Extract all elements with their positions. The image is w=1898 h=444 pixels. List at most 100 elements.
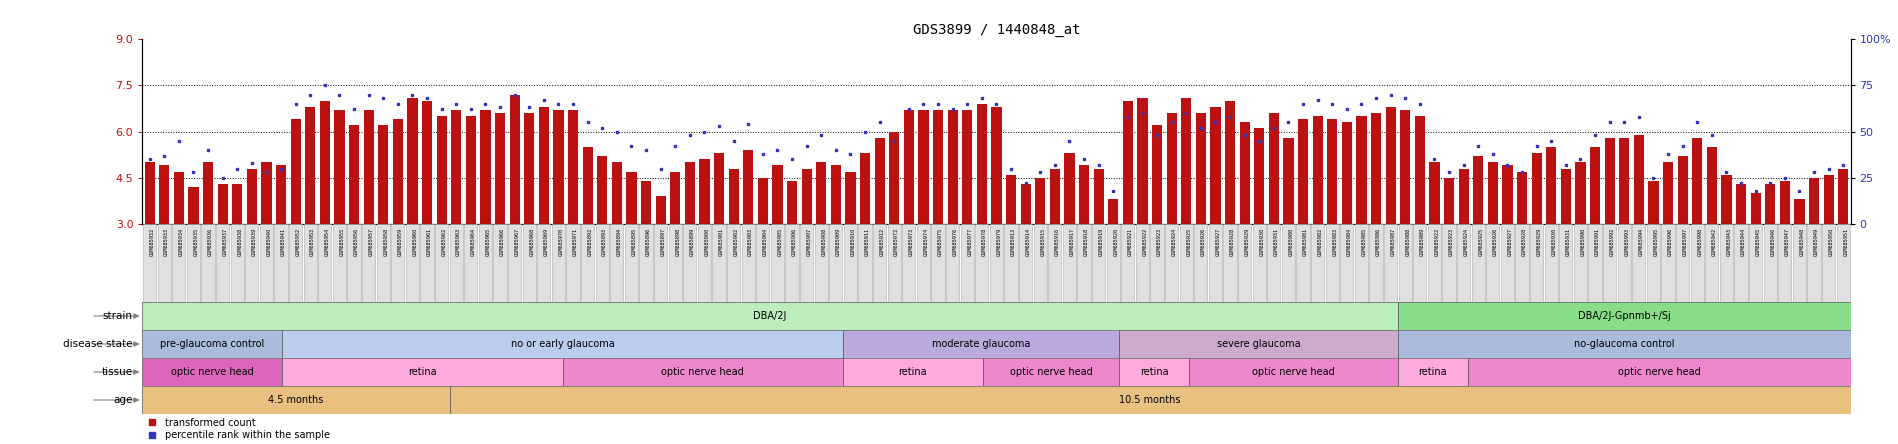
Text: GSM685960: GSM685960 (412, 228, 418, 256)
FancyBboxPatch shape (888, 224, 902, 302)
Bar (611, 163, 623, 224)
FancyBboxPatch shape (142, 358, 283, 386)
FancyBboxPatch shape (1794, 224, 1807, 302)
Bar (903, 110, 915, 224)
Bar (232, 184, 243, 224)
Bar (642, 181, 651, 224)
Bar (465, 116, 476, 224)
Bar (1765, 184, 1775, 224)
FancyBboxPatch shape (1589, 224, 1602, 302)
Text: optic nerve head: optic nerve head (661, 367, 744, 377)
FancyBboxPatch shape (873, 224, 886, 302)
Bar (306, 107, 315, 224)
Text: optic nerve head: optic nerve head (1010, 367, 1093, 377)
FancyBboxPatch shape (1515, 224, 1528, 302)
FancyBboxPatch shape (1704, 224, 1718, 302)
Bar (801, 169, 812, 224)
Bar (1006, 174, 1015, 224)
Text: disease state: disease state (63, 339, 133, 349)
Bar (598, 156, 607, 224)
Text: GSM685904: GSM685904 (763, 228, 769, 256)
Bar (1224, 101, 1236, 224)
FancyBboxPatch shape (562, 358, 843, 386)
Bar (144, 163, 156, 224)
FancyBboxPatch shape (755, 224, 769, 302)
Text: GSM685931: GSM685931 (1274, 228, 1279, 256)
Bar (218, 184, 228, 224)
Text: GSM685922: GSM685922 (1143, 228, 1148, 256)
Text: GSM685913: GSM685913 (1012, 228, 1015, 256)
FancyBboxPatch shape (304, 224, 317, 302)
Bar (1560, 169, 1572, 224)
Text: GSM685897: GSM685897 (661, 228, 666, 256)
Bar (408, 98, 418, 224)
Bar (1108, 199, 1118, 224)
Bar (1370, 113, 1382, 224)
Text: GSM685931: GSM685931 (1566, 228, 1572, 256)
Bar (1693, 138, 1703, 224)
Text: GSM685993: GSM685993 (1625, 228, 1628, 256)
FancyBboxPatch shape (1837, 224, 1851, 302)
FancyBboxPatch shape (932, 224, 945, 302)
FancyBboxPatch shape (1632, 224, 1646, 302)
Text: GSM685924: GSM685924 (1463, 228, 1469, 256)
Text: GSM685984: GSM685984 (1348, 228, 1351, 256)
Text: GSM685973: GSM685973 (909, 228, 913, 256)
Text: GSM685968: GSM685968 (530, 228, 533, 256)
Text: GSM685970: GSM685970 (558, 228, 564, 256)
Text: GSM685939: GSM685939 (252, 228, 256, 256)
Text: retina: retina (408, 367, 437, 377)
FancyBboxPatch shape (260, 224, 273, 302)
FancyBboxPatch shape (1735, 224, 1748, 302)
FancyBboxPatch shape (611, 224, 623, 302)
FancyBboxPatch shape (1355, 224, 1368, 302)
Bar (452, 110, 461, 224)
FancyBboxPatch shape (1397, 330, 1851, 358)
Bar (437, 116, 446, 224)
Text: GSM685981: GSM685981 (1304, 228, 1308, 256)
Bar (175, 171, 184, 224)
FancyBboxPatch shape (245, 224, 258, 302)
FancyBboxPatch shape (1530, 224, 1543, 302)
Text: GSM685901: GSM685901 (719, 228, 723, 256)
Bar (275, 166, 287, 224)
Text: GSM685907: GSM685907 (807, 228, 812, 256)
FancyBboxPatch shape (142, 224, 156, 302)
FancyBboxPatch shape (1224, 224, 1237, 302)
Text: retina: retina (1141, 367, 1169, 377)
FancyBboxPatch shape (142, 386, 450, 414)
FancyBboxPatch shape (1458, 224, 1471, 302)
Bar (788, 181, 797, 224)
Bar (919, 110, 928, 224)
Text: GSM685923: GSM685923 (1158, 228, 1162, 256)
Text: GSM685956: GSM685956 (355, 228, 359, 256)
Text: GSM685910: GSM685910 (850, 228, 856, 256)
Text: optic nerve head: optic nerve head (171, 367, 254, 377)
Text: GSM685929: GSM685929 (1537, 228, 1541, 256)
Bar (554, 110, 564, 224)
Text: GSM685903: GSM685903 (748, 228, 754, 256)
FancyBboxPatch shape (1253, 224, 1266, 302)
Text: GSM685995: GSM685995 (1653, 228, 1659, 256)
Bar (364, 110, 374, 224)
Bar (1721, 174, 1731, 224)
FancyBboxPatch shape (624, 224, 638, 302)
Bar (962, 110, 972, 224)
FancyBboxPatch shape (1150, 224, 1163, 302)
FancyBboxPatch shape (712, 224, 725, 302)
Bar (1093, 169, 1105, 224)
Text: GSM685915: GSM685915 (1040, 228, 1046, 256)
Bar (159, 166, 169, 224)
Text: GSM685940: GSM685940 (266, 228, 271, 256)
Bar (1196, 113, 1205, 224)
Text: GSM685949: GSM685949 (1814, 228, 1818, 256)
FancyBboxPatch shape (158, 224, 171, 302)
Bar (1473, 156, 1484, 224)
FancyBboxPatch shape (509, 224, 522, 302)
Bar (1386, 107, 1395, 224)
Text: GSM685900: GSM685900 (704, 228, 710, 256)
Bar (1663, 163, 1674, 224)
Text: GSM685944: GSM685944 (1740, 228, 1746, 256)
Bar (1517, 171, 1528, 224)
Bar (1298, 119, 1308, 224)
